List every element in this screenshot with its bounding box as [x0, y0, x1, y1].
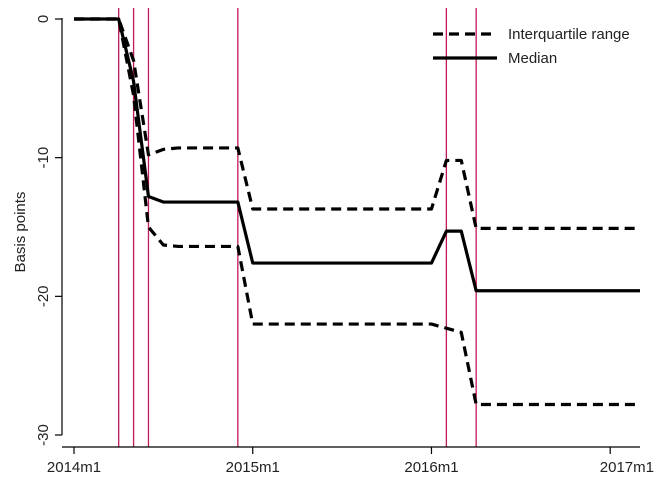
y-tick-label: -30: [35, 424, 52, 446]
y-axis-title: Basis points: [12, 192, 29, 273]
legend-label: Median: [508, 50, 557, 67]
y-tick-label: -10: [35, 147, 52, 169]
y-tick-label: 0: [35, 15, 52, 23]
x-tick-label: 2017m1: [600, 459, 654, 476]
series-line-interquartile-lower: [74, 17, 640, 407]
y-tick-label: -20: [35, 285, 52, 307]
series-line-interquartile-upper: [74, 17, 640, 230]
series-line-median: [74, 17, 640, 293]
x-tick-label: 2016m1: [404, 459, 458, 476]
legend-label: Interquartile range: [508, 26, 630, 43]
x-tick-label: 2015m1: [226, 459, 280, 476]
event-lines: [118, 8, 477, 447]
ticks: 0 -10 -20 -30 2014m1 2015m1 2016m1 2017m1: [35, 15, 654, 476]
series: [74, 17, 640, 407]
x-tick-label: 2014m1: [47, 459, 101, 476]
axes: [61, 18, 640, 448]
legend: Interquartile range Median: [433, 26, 630, 67]
